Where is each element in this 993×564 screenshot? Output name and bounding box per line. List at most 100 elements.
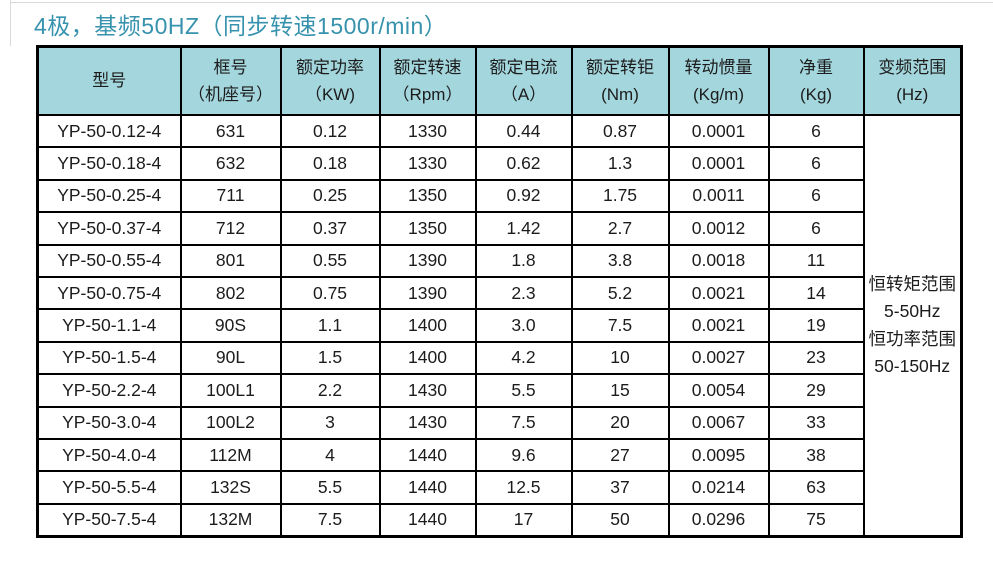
cell-rated-speed: 1390 bbox=[378, 243, 477, 278]
cell-rated-power: 0.55 bbox=[279, 243, 381, 278]
cell-rated-current: 5.5 bbox=[474, 373, 573, 408]
cell-model: YP-50-2.2-4 bbox=[36, 373, 182, 408]
cell-rated-speed: 1440 bbox=[378, 470, 477, 505]
cell-rated-current: 2.3 bbox=[474, 275, 573, 311]
cell-rated-speed: 1330 bbox=[378, 113, 477, 149]
column-header-rated-speed: 额定转速 （Rpm） bbox=[378, 45, 477, 116]
cell-inertia: 0.0001 bbox=[667, 113, 770, 149]
column-header-label: 额定功率 bbox=[296, 57, 364, 77]
page-left-divider bbox=[10, 0, 11, 46]
cell-rated-speed: 1430 bbox=[378, 405, 477, 440]
column-header-unit: (Nm) bbox=[601, 85, 639, 104]
cell-inertia: 0.0001 bbox=[667, 146, 770, 181]
cell-model: YP-50-0.18-4 bbox=[36, 146, 182, 181]
cell-model: YP-50-3.0-4 bbox=[36, 405, 182, 440]
cell-model: YP-50-4.0-4 bbox=[36, 437, 182, 473]
cell-rated-current: 0.44 bbox=[474, 113, 573, 149]
motor-spec-table: 型号 框号 （机座号） 额定功率 （KW) 额定转速 （Rpm） 额定电流 （A） 额定转钜 (Nm… bbox=[36, 45, 963, 539]
cell-model: YP-50-0.55-4 bbox=[36, 243, 182, 278]
table-row: YP-50-3.0-4 100L2 3 1430 7.5 20 0.0067 33 bbox=[36, 405, 962, 440]
cell-rated-current: 3.0 bbox=[474, 308, 573, 343]
cell-rated-current: 1.42 bbox=[474, 211, 573, 246]
cell-frame: 100L1 bbox=[179, 373, 282, 408]
cell-inertia: 0.0011 bbox=[667, 178, 770, 214]
table-row: YP-50-0.55-4 801 0.55 1390 1.8 3.8 0.0018 11 bbox=[36, 243, 962, 278]
cell-rated-torque: 15 bbox=[570, 373, 670, 408]
cell-frame: 712 bbox=[179, 211, 282, 246]
cell-rated-speed: 1330 bbox=[378, 146, 477, 181]
cell-rated-speed: 1430 bbox=[378, 373, 477, 408]
column-header-label: 净重 bbox=[799, 57, 833, 77]
cell-rated-torque: 1.75 bbox=[570, 178, 670, 214]
cell-net-weight: 6 bbox=[767, 178, 865, 214]
column-header-label: 额定电流 bbox=[489, 57, 558, 77]
table-row: YP-50-0.75-4 802 0.75 1390 2.3 5.2 0.0021 14 bbox=[36, 275, 962, 311]
cell-model: YP-50-1.1-4 bbox=[36, 308, 182, 343]
cell-rated-speed: 1400 bbox=[378, 340, 477, 376]
cell-frame: 90S bbox=[179, 308, 282, 343]
column-header-model: 型号 bbox=[36, 45, 182, 116]
column-header-unit: （Rpm） bbox=[392, 85, 463, 104]
cell-rated-current: 4.2 bbox=[474, 340, 573, 376]
cell-frame: 100L2 bbox=[179, 405, 282, 440]
cell-rated-torque: 5.2 bbox=[570, 275, 670, 311]
cell-rated-power: 0.75 bbox=[279, 275, 381, 311]
cell-inertia: 0.0012 bbox=[667, 211, 770, 246]
cell-rated-power: 3 bbox=[279, 405, 381, 440]
column-header-label: 转动惯量 bbox=[684, 57, 753, 77]
cell-rated-power: 0.25 bbox=[279, 178, 381, 214]
cell-inertia: 0.0018 bbox=[667, 243, 770, 278]
table-row: YP-50-5.5-4 132S 5.5 1440 12.5 37 0.0214 63 bbox=[36, 470, 962, 505]
column-header-net-weight: 净重 (Kg) bbox=[767, 45, 865, 116]
page-top-divider bbox=[10, 2, 993, 3]
cell-inertia: 0.0054 bbox=[667, 373, 770, 408]
cell-rated-torque: 50 bbox=[570, 502, 670, 538]
column-header-inertia: 转动惯量 (Kg/m) bbox=[667, 45, 770, 116]
cell-net-weight: 33 bbox=[767, 405, 865, 440]
cell-net-weight: 6 bbox=[767, 113, 865, 149]
cell-inertia: 0.0027 bbox=[667, 340, 770, 376]
column-header-rated-power: 额定功率 （KW) bbox=[279, 45, 381, 116]
cell-rated-speed: 1440 bbox=[378, 437, 477, 473]
cell-model: YP-50-7.5-4 bbox=[36, 502, 182, 538]
column-header-unit: （KW) bbox=[304, 85, 356, 104]
cell-frame: 632 bbox=[179, 146, 282, 181]
cell-frame: 132S bbox=[179, 470, 282, 505]
table-row: YP-50-0.18-4 632 0.18 1330 0.62 1.3 0.0001 6 bbox=[36, 146, 962, 181]
table-header: 型号 框号 （机座号） 额定功率 （KW) 额定转速 （Rpm） 额定电流 （A） 额定转钜 (Nm… bbox=[36, 45, 963, 116]
cell-rated-power: 5.5 bbox=[279, 470, 381, 505]
cell-rated-torque: 2.7 bbox=[570, 211, 670, 246]
cell-net-weight: 14 bbox=[767, 275, 865, 311]
cell-inertia: 0.0214 bbox=[667, 470, 770, 505]
column-header-unit: （A） bbox=[500, 85, 547, 104]
cell-frame: 112M bbox=[179, 437, 282, 473]
frequency-range-line: 恒功率范围 bbox=[868, 328, 957, 349]
cell-net-weight: 23 bbox=[767, 340, 865, 376]
column-header-unit: （机座号） bbox=[188, 85, 273, 104]
page-title: 4极，基频50HZ（同步转速1500r/min） bbox=[34, 13, 448, 39]
table-row: YP-50-0.37-4 712 0.37 1350 1.42 2.7 0.0012 6 bbox=[36, 211, 962, 246]
table-row: YP-50-1.5-4 90L 1.5 1400 4.2 10 0.0027 23 bbox=[36, 340, 962, 376]
cell-frame: 631 bbox=[179, 113, 282, 149]
cell-rated-torque: 27 bbox=[570, 437, 670, 473]
cell-frame: 802 bbox=[179, 275, 282, 311]
cell-rated-torque: 3.8 bbox=[570, 243, 670, 278]
cell-rated-power: 2.2 bbox=[279, 373, 381, 408]
cell-rated-power: 1.1 bbox=[279, 308, 381, 343]
column-header-label: 额定转速 bbox=[393, 57, 462, 77]
column-header-unit: (Kg/m) bbox=[693, 85, 744, 104]
cell-net-weight: 6 bbox=[767, 211, 865, 246]
cell-rated-current: 9.6 bbox=[474, 437, 573, 473]
cell-model: YP-50-0.75-4 bbox=[36, 275, 182, 311]
cell-rated-torque: 20 bbox=[570, 405, 670, 440]
cell-frame: 132M bbox=[179, 502, 282, 538]
column-header-label: 框号 bbox=[213, 57, 248, 77]
column-header-rated-torque: 额定转钜 (Nm) bbox=[570, 45, 670, 116]
cell-model: YP-50-5.5-4 bbox=[36, 470, 182, 505]
cell-rated-current: 12.5 bbox=[474, 470, 573, 505]
cell-rated-power: 0.12 bbox=[279, 113, 381, 149]
cell-rated-power: 1.5 bbox=[279, 340, 381, 376]
table-row: YP-50-0.25-4 711 0.25 1350 0.92 1.75 0.0011 6 bbox=[36, 178, 962, 214]
cell-rated-power: 0.37 bbox=[279, 211, 381, 246]
cell-model: YP-50-0.25-4 bbox=[36, 178, 182, 214]
